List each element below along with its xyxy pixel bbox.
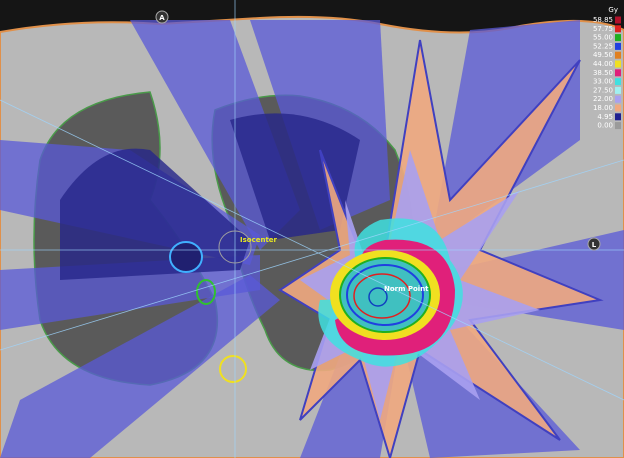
orientation-badge [155,10,169,24]
orientation-badge [587,237,601,251]
isocenter-label: Isocenter [240,236,278,244]
legend-swatch [615,16,621,24]
legend-swatch [615,60,621,68]
structure-contour [169,241,203,273]
legend-swatch [615,51,621,59]
legend-swatch [615,95,621,103]
structure-contour [219,355,247,383]
legend-value: 44.00 [593,60,613,68]
dose-57 [353,273,411,319]
dose-52 [346,264,424,326]
legend-value: 55.00 [593,34,613,42]
legend-swatch [615,104,621,112]
legend-value: 27.50 [593,86,613,94]
legend-swatch [615,113,621,121]
isocenter-marker [218,230,252,264]
dose-legend: Gy 58.8557.7555.0052.2549.5044.0038.5033… [593,6,621,130]
legend-value: 18.00 [593,104,613,112]
structure-contour [196,279,216,305]
norm-point-marker [368,287,388,307]
legend-value: 58.85 [593,16,613,24]
legend-swatch [615,42,621,50]
legend-swatch [615,122,621,130]
legend-value: 33.00 [593,78,613,86]
low-dose-region [60,113,360,280]
legend-value: 0.00 [597,122,613,130]
legend-value: 22.00 [593,95,613,103]
legend-value: 57.75 [593,25,613,33]
norm-point-label: Norm Point [384,285,429,293]
legend-value: 52.25 [593,42,613,50]
legend-swatch [615,69,621,77]
legend-swatch [615,86,621,94]
dose-55 [339,257,431,333]
legend-swatch [615,78,621,86]
legend-swatch [615,25,621,33]
orientation-left: L [592,241,597,249]
legend-value: 38.50 [593,69,613,77]
legend-unit: Gy [608,6,618,14]
legend-value: 4.95 [597,113,613,121]
orientation-anterior: A [159,14,165,22]
legend-value: 49.50 [593,51,613,59]
legend-swatch [615,34,621,42]
